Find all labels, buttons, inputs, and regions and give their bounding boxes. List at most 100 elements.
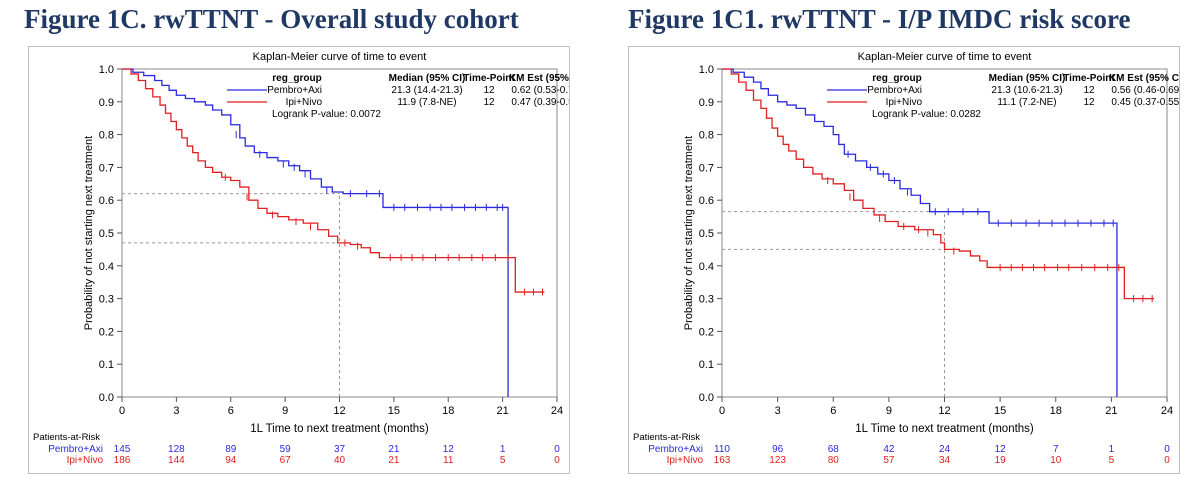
risk-count: 21	[388, 444, 400, 455]
risk-count: 0	[554, 455, 560, 466]
x-tick-label: 24	[551, 405, 563, 417]
y-tick-label: 0.7	[699, 162, 714, 174]
chart-title: Kaplan-Meier curve of time to event	[858, 51, 1032, 63]
legend-median: 21.3 (14.4-21.3)	[391, 85, 462, 96]
risk-count: 0	[1164, 455, 1170, 466]
risk-count: 21	[388, 455, 400, 466]
y-tick-label: 0.2	[99, 326, 114, 338]
km-chart-box: Kaplan-Meier curve of time to event 0.0 0.…	[28, 46, 570, 474]
legend-header: KM Est (95% CI)	[1109, 73, 1179, 84]
risk-count: 186	[114, 455, 131, 466]
legend-timepoint: 12	[483, 97, 495, 108]
y-tick-label: 0.1	[699, 359, 714, 371]
risk-row-label: Ipi+Nivo	[67, 455, 104, 466]
legend-median: 11.9 (7.8-NE)	[397, 97, 456, 108]
legend-header: reg_group	[272, 73, 321, 84]
legend-header: Time-Point	[463, 73, 515, 84]
risk-row-label: Pembro+Axi	[648, 444, 703, 455]
y-tick-label: 0.3	[99, 294, 114, 306]
figure-title: Figure 1C. rwTTNT - Overall study cohort	[24, 4, 519, 34]
chart-panel-imdc: Figure 1C1. rwTTNT - I/P IMDC risk score…	[610, 0, 1200, 478]
risk-count: 94	[225, 455, 237, 466]
x-tick-label: 15	[994, 405, 1006, 417]
y-tick-label: 1.0	[99, 64, 114, 76]
km-curve-pembro-axi	[122, 68, 509, 397]
legend-median: 11.1 (7.2-NE)	[997, 97, 1056, 108]
risk-count: 67	[280, 455, 292, 466]
km-curve-ipi-nivo	[122, 68, 545, 293]
x-tick-label: 21	[1105, 405, 1117, 417]
y-tick-label: 0.3	[699, 294, 714, 306]
y-tick-label: 0.8	[99, 130, 114, 142]
risk-count: 19	[995, 455, 1007, 466]
y-tick-label: 0.5	[99, 228, 114, 240]
y-tick-label: 0.8	[699, 130, 714, 142]
x-axis-label: 1L Time to next treatment (months)	[250, 423, 429, 435]
y-tick-label: 0.2	[699, 326, 714, 338]
x-tick-label: 15	[388, 405, 400, 417]
risk-count: 57	[883, 455, 895, 466]
risk-count: 37	[334, 444, 346, 455]
risk-count: 42	[883, 444, 895, 455]
risk-count: 0	[554, 444, 560, 455]
x-tick-label: 21	[497, 405, 509, 417]
y-axis-label: Probability of not starting next treatme…	[683, 136, 695, 330]
risk-table-header: Patients-at-Risk	[633, 432, 700, 443]
x-tick-label: 12	[333, 405, 345, 417]
y-tick-label: 0.6	[699, 195, 714, 207]
legend-km-estimate: 0.56 (0.46-0.69)	[1111, 85, 1179, 96]
km-curve-pembro-axi	[722, 68, 1118, 397]
legend-km-estimate: 0.62 (0.53-0.72)	[511, 85, 569, 96]
risk-count: 0	[1164, 444, 1170, 455]
legend-group: Ipi+Nivo	[286, 97, 323, 108]
legend-timepoint: 12	[483, 85, 495, 96]
y-tick-label: 1.0	[699, 64, 714, 76]
risk-count: 24	[939, 444, 951, 455]
legend-timepoint: 12	[1083, 85, 1095, 96]
legend-timepoint: 12	[1083, 97, 1095, 108]
legend-header: KM Est (95% CI)	[509, 73, 569, 84]
km-curve-ipi-nivo	[722, 68, 1155, 300]
risk-count: 80	[828, 455, 840, 466]
risk-count: 10	[1050, 455, 1062, 466]
y-tick-label: 0.1	[99, 359, 114, 371]
logrank-pvalue: Logrank P-value: 0.0072	[272, 109, 381, 120]
x-tick-label: 6	[228, 405, 234, 417]
x-tick-label: 24	[1161, 405, 1173, 417]
km-chart-svg: Kaplan-Meier curve of time to event 0.0 0.…	[633, 51, 1179, 466]
legend-header: Time-Point	[1063, 73, 1115, 84]
legend-km-estimate: 0.45 (0.37-0.55)	[1111, 97, 1179, 108]
legend-group: Ipi+Nivo	[886, 97, 923, 108]
km-chart-box: Kaplan-Meier curve of time to event 0.0 0.…	[628, 46, 1180, 474]
risk-count: 89	[225, 444, 237, 455]
legend-header: Median (95% CI)	[389, 73, 466, 84]
y-tick-label: 0.9	[699, 97, 714, 109]
y-tick-label: 0.5	[699, 228, 714, 240]
risk-count: 59	[280, 444, 292, 455]
legend-header: reg_group	[872, 73, 921, 84]
risk-table-header: Patients-at-Risk	[33, 432, 100, 443]
legend-km-estimate: 0.47 (0.39-0.56)	[511, 97, 569, 108]
km-chart-svg: Kaplan-Meier curve of time to event 0.0 0.…	[33, 51, 569, 466]
x-tick-label: 3	[775, 405, 781, 417]
y-tick-label: 0.9	[99, 97, 114, 109]
figure-title: Figure 1C1. rwTTNT - I/P IMDC risk score	[628, 4, 1131, 34]
chart-title: Kaplan-Meier curve of time to event	[253, 51, 427, 63]
risk-row-label: Ipi+Nivo	[667, 455, 704, 466]
risk-count: 5	[1109, 455, 1115, 466]
logrank-pvalue: Logrank P-value: 0.0282	[872, 109, 981, 120]
y-tick-label: 0.0	[99, 392, 114, 404]
y-tick-label: 0.4	[699, 261, 714, 273]
risk-count: 68	[828, 444, 840, 455]
risk-count: 110	[714, 444, 730, 455]
x-tick-label: 9	[282, 405, 288, 417]
x-tick-label: 9	[886, 405, 892, 417]
risk-count: 1	[1109, 444, 1115, 455]
legend-header: Median (95% CI)	[989, 73, 1066, 84]
risk-count: 34	[939, 455, 951, 466]
risk-count: 11	[443, 455, 454, 466]
risk-count: 96	[772, 444, 784, 455]
legend-group: Pembro+Axi	[267, 85, 322, 96]
risk-count: 1	[500, 444, 506, 455]
legend-group: Pembro+Axi	[867, 85, 922, 96]
